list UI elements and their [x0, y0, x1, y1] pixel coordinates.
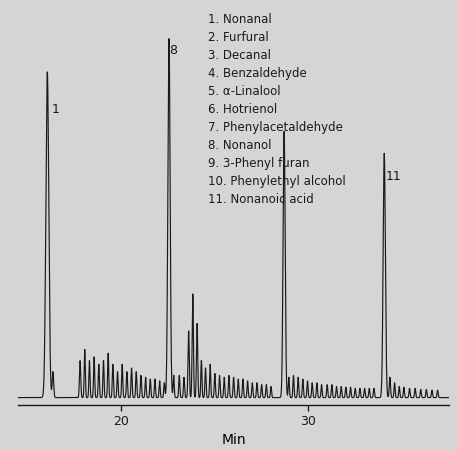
- Text: 1. Nonanal
2. Furfural
3. Decanal
4. Benzaldehyde
5. α-Linalool
6. Hotrienol
7. : 1. Nonanal 2. Furfural 3. Decanal 4. Ben…: [208, 13, 345, 206]
- Text: 11: 11: [386, 170, 402, 183]
- Text: 1: 1: [52, 104, 60, 117]
- X-axis label: Min: Min: [221, 432, 246, 446]
- Text: 8: 8: [169, 44, 177, 57]
